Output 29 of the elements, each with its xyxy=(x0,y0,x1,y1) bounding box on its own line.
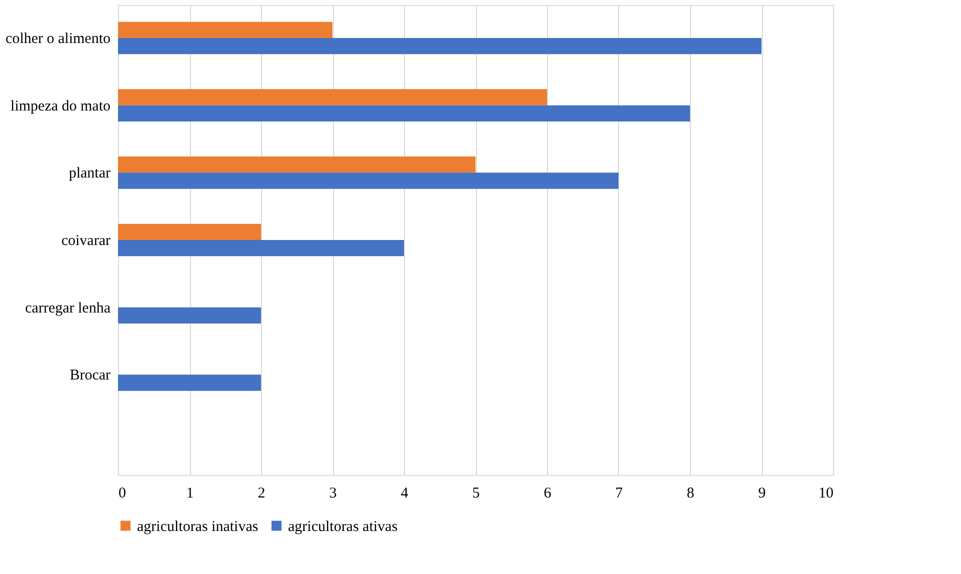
x-tick-label: 10 xyxy=(818,486,834,502)
bar xyxy=(118,156,476,173)
bar xyxy=(118,240,404,256)
bar xyxy=(118,374,261,391)
y-tick-label: limpeza do mato xyxy=(10,98,110,114)
x-tick-label: 8 xyxy=(686,486,694,502)
bar xyxy=(118,38,762,54)
x-tick-label: 0 xyxy=(118,486,126,502)
bar xyxy=(118,22,332,38)
legend-label: agricultoras inativas xyxy=(137,518,258,535)
y-tick-label: colher o alimento xyxy=(6,30,110,47)
x-tick-label: 1 xyxy=(186,486,194,502)
x-tick-label: 4 xyxy=(400,486,409,502)
bar xyxy=(118,105,690,122)
bar xyxy=(118,172,618,189)
y-tick-label: Brocar xyxy=(70,368,111,384)
y-tick-label: plantar xyxy=(68,166,110,182)
x-tick-label: 9 xyxy=(758,486,766,502)
legend-label: agricultoras ativas xyxy=(288,518,398,535)
y-tick-label: carregar lenha xyxy=(25,300,111,316)
y-tick-label: coivarar xyxy=(61,233,110,249)
x-tick-label: 7 xyxy=(615,486,624,502)
bar xyxy=(118,224,261,240)
bar xyxy=(118,307,261,324)
x-tick-label: 2 xyxy=(258,486,266,502)
x-tick-label: 3 xyxy=(329,486,337,502)
x-tick-label: 6 xyxy=(544,486,552,502)
bar xyxy=(118,89,547,106)
x-tick-label: 5 xyxy=(472,486,480,502)
